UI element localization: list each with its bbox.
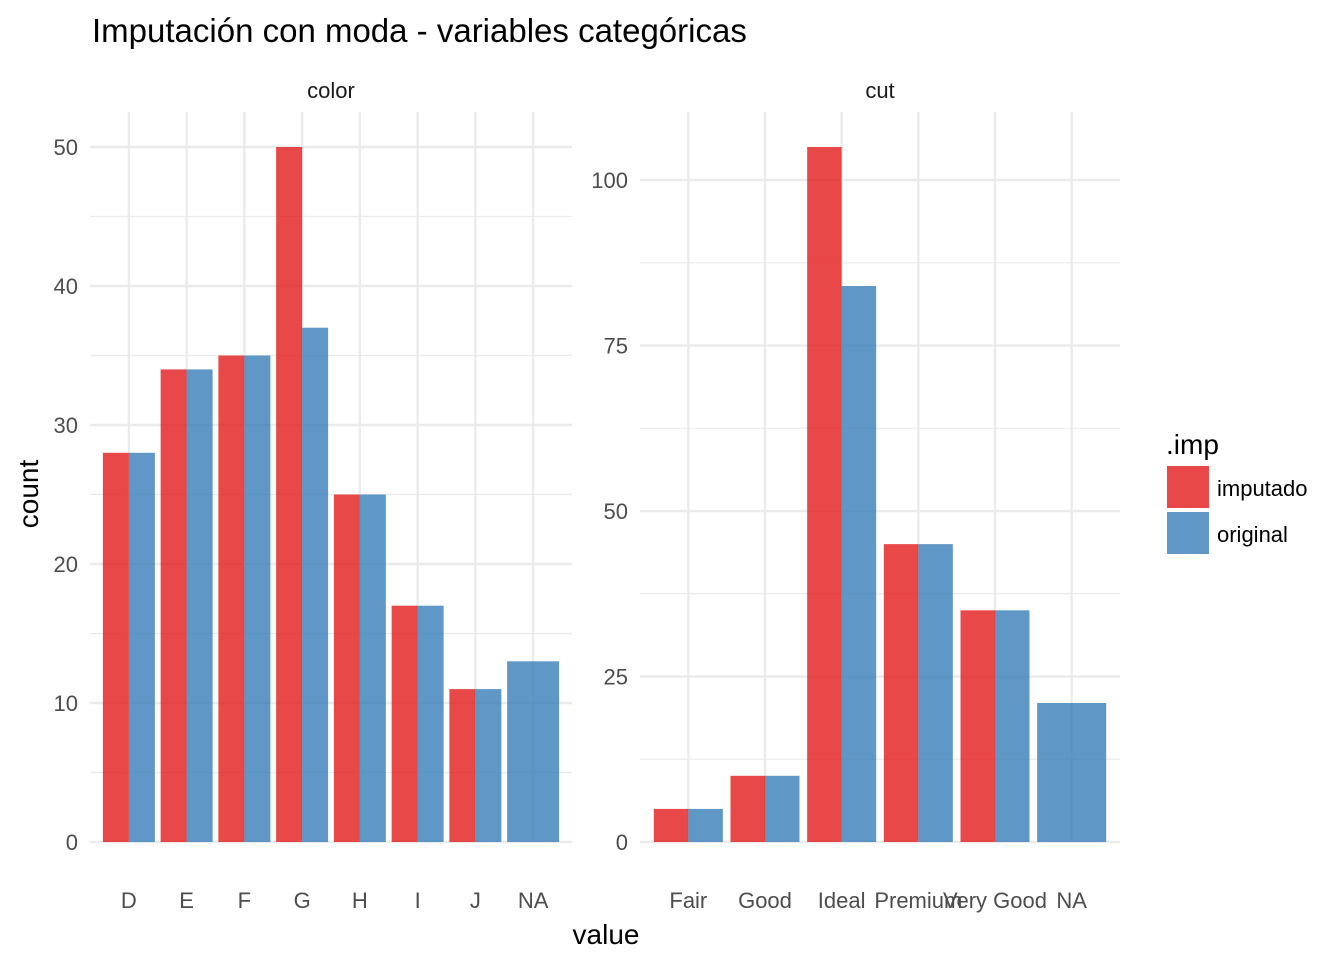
x-tick-label: E bbox=[179, 888, 194, 913]
bar-original-f bbox=[244, 355, 271, 842]
y-axis-title: count bbox=[13, 460, 44, 529]
y-tick-label: 10 bbox=[54, 691, 78, 716]
y-tick-label: 30 bbox=[54, 413, 78, 438]
x-tick-label: J bbox=[470, 888, 481, 913]
bar-imputado-good bbox=[730, 775, 765, 842]
bar-original-good bbox=[765, 775, 800, 842]
bar-original-e bbox=[186, 369, 213, 842]
bar-imputado-fair bbox=[653, 808, 689, 842]
legend-label-original: original bbox=[1217, 522, 1288, 547]
bar-original-fair bbox=[688, 808, 723, 842]
bar-original-premium bbox=[918, 544, 953, 842]
chart-panels: 0 10 20 30 40 50 D E F G H I J NA color 0 25 50 75 100 Fair G… bbox=[54, 78, 1120, 913]
bar-original-h bbox=[359, 494, 386, 842]
facet-strip-label: cut bbox=[865, 78, 894, 103]
bar-imputado-premium bbox=[883, 544, 919, 842]
y-tick-label: 50 bbox=[604, 499, 628, 524]
bar-imputado-very-good bbox=[960, 610, 995, 842]
bar-original-na bbox=[507, 661, 560, 842]
x-tick-label: D bbox=[121, 888, 137, 913]
x-tick-label: NA bbox=[518, 888, 549, 913]
bar-imputado-f bbox=[218, 355, 245, 842]
x-tick-label: Premium bbox=[874, 888, 962, 913]
bar-imputado-i bbox=[391, 605, 418, 842]
legend-key-original bbox=[1167, 512, 1209, 554]
bar-original-ideal bbox=[841, 286, 877, 842]
x-tick-label: F bbox=[238, 888, 251, 913]
legend-label-imputado: imputado bbox=[1217, 476, 1308, 501]
bar-imputado-j bbox=[449, 689, 476, 842]
panel-color: 0 10 20 30 40 50 D E F G H I J NA color bbox=[54, 78, 572, 913]
x-tick-label: Ideal bbox=[818, 888, 866, 913]
bar-original-i bbox=[417, 605, 444, 842]
x-tick-label: H bbox=[352, 888, 368, 913]
chart-title: Imputación con moda - variables categóri… bbox=[92, 12, 747, 49]
y-tick-label: 0 bbox=[66, 830, 78, 855]
y-tick-label: 40 bbox=[54, 274, 78, 299]
x-tick-label: I bbox=[415, 888, 421, 913]
x-axis-title: value bbox=[573, 919, 640, 950]
x-tick-label: Fair bbox=[669, 888, 707, 913]
x-tick-label: G bbox=[294, 888, 311, 913]
x-tick-label: NA bbox=[1056, 888, 1087, 913]
bar-imputado-g bbox=[276, 147, 303, 842]
bar-original-na bbox=[1037, 703, 1107, 842]
x-tick-label: Very Good bbox=[943, 888, 1047, 913]
legend-title: .imp bbox=[1166, 429, 1219, 460]
facet-strip-label: color bbox=[307, 78, 355, 103]
bar-imputado-ideal bbox=[807, 147, 842, 842]
x-tick-label: Good bbox=[738, 888, 792, 913]
bar-original-g bbox=[302, 327, 329, 842]
bar-imputado-e bbox=[160, 369, 187, 842]
y-tick-label: 100 bbox=[591, 168, 628, 193]
y-tick-label: 25 bbox=[604, 665, 628, 690]
y-tick-label: 20 bbox=[54, 552, 78, 577]
legend-key-imputado bbox=[1167, 466, 1209, 508]
y-tick-label: 75 bbox=[604, 334, 628, 359]
bar-original-d bbox=[128, 452, 155, 842]
y-tick-label: 0 bbox=[616, 830, 628, 855]
legend: .imp imputado original bbox=[1166, 429, 1308, 554]
bar-original-very-good bbox=[995, 610, 1030, 842]
bar-imputado-h bbox=[333, 494, 360, 842]
bar-original-j bbox=[475, 689, 502, 842]
y-tick-label: 50 bbox=[54, 135, 78, 160]
bar-imputado-d bbox=[102, 452, 129, 842]
